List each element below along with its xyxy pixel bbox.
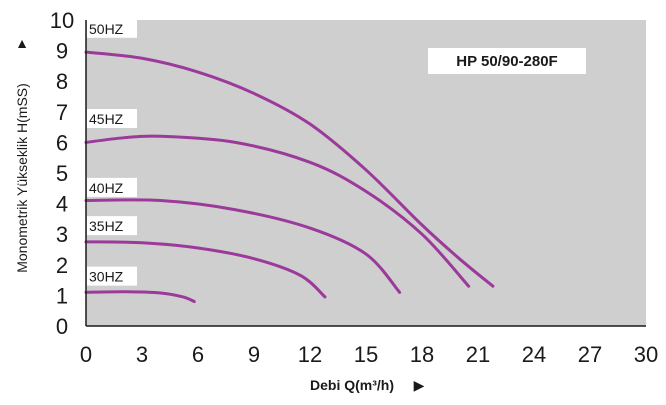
x-axis-arrow: ▶ [414, 377, 425, 393]
y-tick-label: 5 [56, 161, 68, 186]
curve-layer [84, 50, 495, 304]
series-label-box [87, 216, 137, 236]
x-tick-label: 9 [248, 342, 260, 367]
series-label-box [87, 18, 137, 38]
curve-35hz [84, 240, 327, 299]
x-tick-label: 12 [298, 342, 322, 367]
x-tick-label: 6 [192, 342, 204, 367]
series-label-35hz: 35HZ [87, 216, 137, 236]
series-labels: 50HZ 45HZ 40HZ 35HZ 30HZ [87, 18, 137, 286]
series-label-50hz: 50HZ [87, 18, 137, 38]
x-axis-title: Debi Q(m³/h) ▶ [310, 377, 425, 393]
y-tick-label: 1 [56, 283, 68, 308]
x-tick-label: 27 [578, 342, 602, 367]
x-tick-label: 18 [410, 342, 434, 367]
y-tick-label: 8 [56, 69, 68, 94]
y-axis-label: Monometrik Yükseklik H(mSS) [14, 83, 30, 273]
y-tick-label: 7 [56, 100, 68, 125]
y-tick-label: 0 [56, 314, 68, 339]
x-axis-label: Debi Q(m³/h) [310, 377, 394, 393]
x-tick-label: 0 [80, 342, 92, 367]
y-tick-label: 6 [56, 130, 68, 155]
y-tick-label: 2 [56, 253, 68, 278]
y-tick-label: 3 [56, 222, 68, 247]
y-axis-title: ▲ Monometrik Yükseklik H(mSS) [14, 35, 30, 273]
x-tick-label: 24 [522, 342, 546, 367]
curve-40hz [84, 198, 402, 294]
x-tick-label: 15 [354, 342, 378, 367]
series-label-text: 30HZ [89, 269, 124, 285]
curve-45hz [84, 134, 471, 288]
series-label-text: 35HZ [89, 218, 124, 234]
series-label-45hz: 45HZ [87, 109, 137, 129]
x-tick-label: 30 [634, 342, 658, 367]
series-label-box [87, 109, 137, 129]
curve-50hz [84, 50, 495, 288]
series-label-text: 45HZ [89, 111, 124, 127]
series-label-box [87, 177, 137, 197]
series-label-40hz: 40HZ [87, 177, 137, 197]
y-tick-label: 9 [56, 39, 68, 64]
model-label: HP 50/90-280F [456, 53, 557, 70]
curve-30hz [84, 290, 196, 304]
y-tick-label: 4 [56, 192, 68, 217]
model-label-box: HP 50/90-280F [428, 48, 586, 74]
axes [85, 20, 646, 327]
series-label-text: 50HZ [89, 21, 124, 37]
x-tick-label: 3 [136, 342, 148, 367]
series-label-30hz: 30HZ [87, 266, 137, 286]
y-tick-label: 10 [50, 8, 74, 33]
series-label-text: 40HZ [89, 180, 124, 196]
y-axis-arrow: ▲ [15, 35, 29, 51]
x-tick-label: 21 [466, 342, 490, 367]
series-label-box [87, 266, 137, 286]
